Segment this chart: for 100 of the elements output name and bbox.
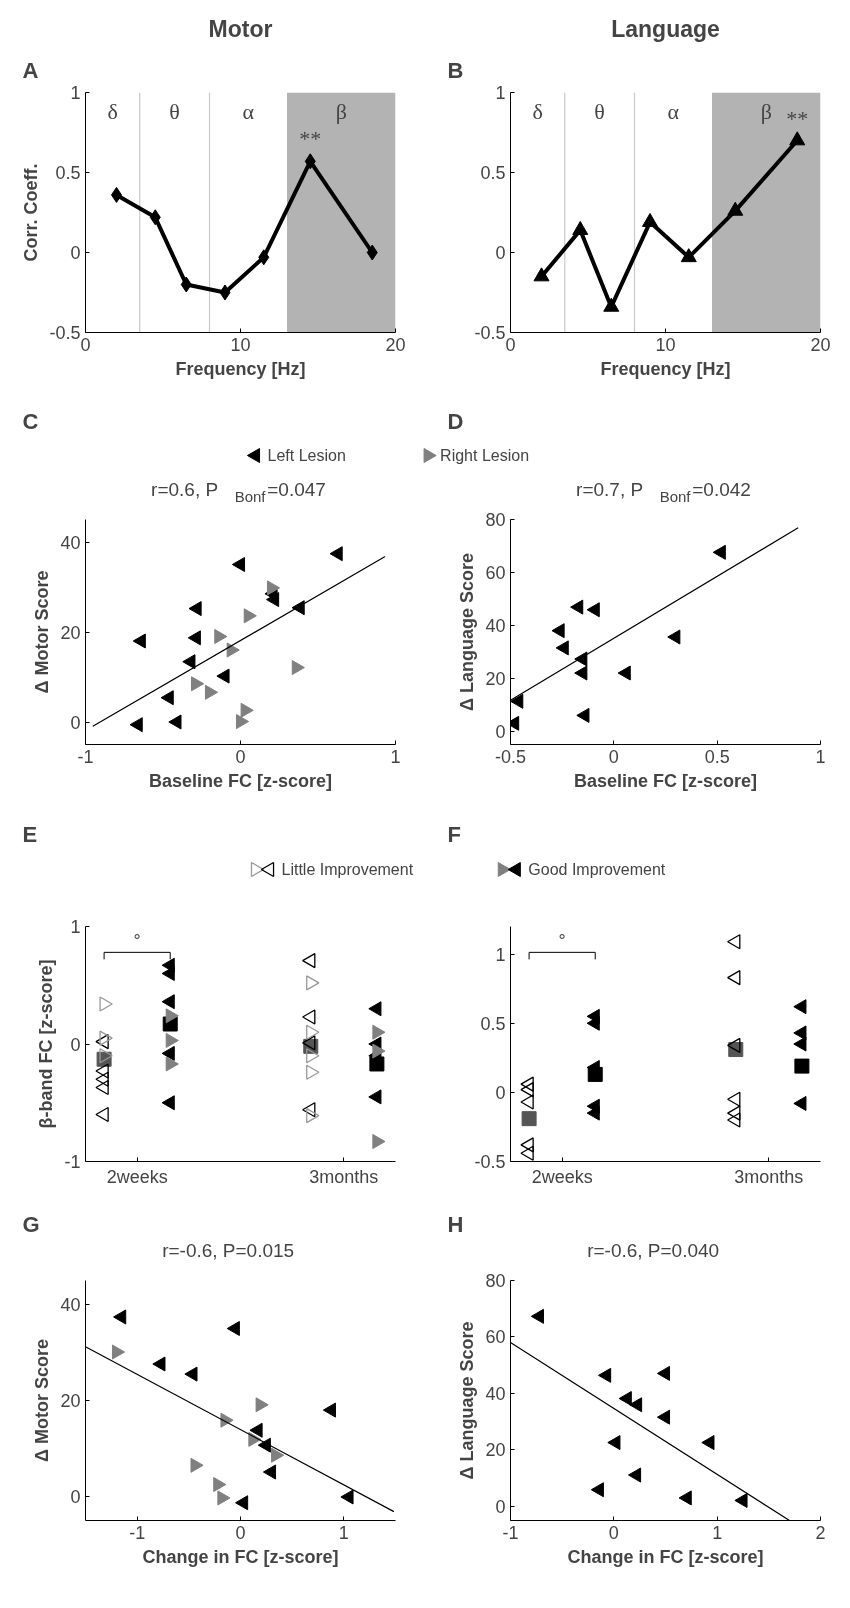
point	[586, 602, 600, 618]
point	[678, 1490, 692, 1506]
x-tick-label: 20	[810, 334, 831, 355]
y-tick-label: 40	[485, 1383, 506, 1404]
annotation: θ	[169, 98, 180, 124]
point	[530, 1308, 544, 1324]
y-tick-label: 0.5	[55, 163, 81, 183]
legend-label: Good Improvement	[528, 861, 666, 878]
x-tick-label: 10	[655, 334, 676, 355]
annotation: °	[558, 931, 566, 952]
x-tick-label: 0	[235, 746, 246, 767]
point	[618, 1391, 632, 1407]
text: F	[447, 822, 461, 847]
y-tick-label: 1	[495, 83, 506, 103]
point	[789, 131, 806, 146]
x-axis-title: Change in FC [z-score]	[567, 1546, 764, 1567]
annotation: °	[133, 931, 141, 952]
y-tick-label: -0.5	[474, 1152, 506, 1172]
text: B	[447, 58, 464, 83]
band-label: β	[335, 98, 347, 124]
y-tick-label: 0	[70, 243, 81, 263]
y-axis-title: Δ Motor Score	[32, 570, 53, 694]
y-tick-label: 60	[485, 562, 506, 583]
text: A	[22, 58, 39, 83]
x-tick-label: 10	[230, 334, 251, 355]
x-tick-label: 1	[815, 746, 826, 767]
annotation: **	[786, 105, 809, 131]
y-tick-label: 40	[485, 615, 506, 636]
text: r=-0.6, P=0.040	[587, 1239, 720, 1261]
y-tick-label: 60	[485, 1327, 506, 1348]
y-axis-title: Δ Language Score	[457, 1321, 478, 1480]
point	[510, 693, 524, 709]
point	[701, 1435, 715, 1451]
point	[180, 276, 192, 293]
x-tick-label: 2weeks	[531, 1166, 593, 1187]
y-tick-label: 0	[70, 1034, 81, 1055]
y-tick-label: 0	[495, 243, 506, 263]
point	[603, 297, 620, 312]
point	[574, 651, 588, 667]
text: r=-0.6, P=0.015	[162, 1239, 295, 1261]
point	[572, 220, 589, 235]
annotation: α	[667, 98, 680, 124]
point	[533, 267, 550, 282]
y-tick-label: 0	[495, 1496, 506, 1517]
x-tick-label: 2weeks	[106, 1166, 168, 1187]
legend-label: Right Lesion	[440, 447, 530, 464]
y-tick-label: 20	[485, 1440, 506, 1461]
x-tick-label: 1	[338, 1522, 349, 1543]
y-tick-label: -1	[64, 1152, 81, 1172]
point	[149, 209, 161, 226]
point	[667, 629, 681, 645]
legend-label: Little Improvement	[281, 861, 414, 878]
text: G	[22, 1212, 40, 1237]
y-tick-label: 0	[70, 1487, 81, 1507]
x-tick-label: 0.5	[704, 746, 730, 767]
point	[712, 544, 726, 560]
x-tick-label: 0	[608, 1522, 619, 1543]
point	[607, 1435, 621, 1451]
text: C	[22, 409, 39, 434]
y-tick-label: 20	[60, 622, 81, 643]
point	[629, 1397, 643, 1413]
x-tick-label: 3months	[734, 1166, 804, 1187]
point	[304, 153, 316, 170]
point	[551, 623, 565, 639]
annotation: **	[299, 126, 322, 152]
x-axis-title: Change in FC [z-score]	[142, 1546, 339, 1567]
annotation: δ	[107, 98, 118, 124]
y-tick-label: 20	[485, 668, 506, 689]
y-axis-title: Corr. Coeff.	[21, 163, 42, 262]
point	[598, 1367, 612, 1383]
x-axis-title: Baseline FC [z-score]	[148, 770, 333, 791]
text: H	[447, 1212, 464, 1237]
point	[656, 1409, 671, 1425]
point	[734, 1492, 748, 1508]
point	[727, 201, 744, 216]
point	[642, 212, 658, 227]
x-tick-label: 3months	[309, 1166, 379, 1187]
y-tick-label: 20	[60, 1391, 81, 1411]
y-tick-label: 0.5	[480, 1013, 506, 1034]
band-label: β	[760, 98, 772, 124]
y-axis-title: Δ Language Score	[457, 553, 478, 711]
y-tick-label: 40	[60, 1295, 81, 1315]
point	[627, 1467, 642, 1483]
annotation: δ	[532, 98, 543, 124]
x-tick-label: 2	[815, 1522, 826, 1543]
y-tick-label: 1	[495, 944, 506, 965]
y-tick-label: 0.5	[480, 163, 506, 183]
x-axis-title: Frequency [Hz]	[600, 358, 731, 379]
y-tick-label: 40	[60, 532, 81, 553]
y-tick-label: 80	[485, 1271, 506, 1291]
y-tick-label: 1	[70, 917, 81, 937]
y-tick-label: 0	[495, 721, 506, 742]
y-tick-label: 0	[495, 1082, 506, 1103]
y-axis-title: β-band FC [z-score]	[36, 959, 57, 1129]
point	[555, 640, 569, 656]
point	[656, 1365, 671, 1381]
x-tick-label: 20	[385, 334, 406, 355]
point	[590, 1482, 604, 1498]
point	[258, 249, 270, 266]
point	[617, 665, 631, 681]
